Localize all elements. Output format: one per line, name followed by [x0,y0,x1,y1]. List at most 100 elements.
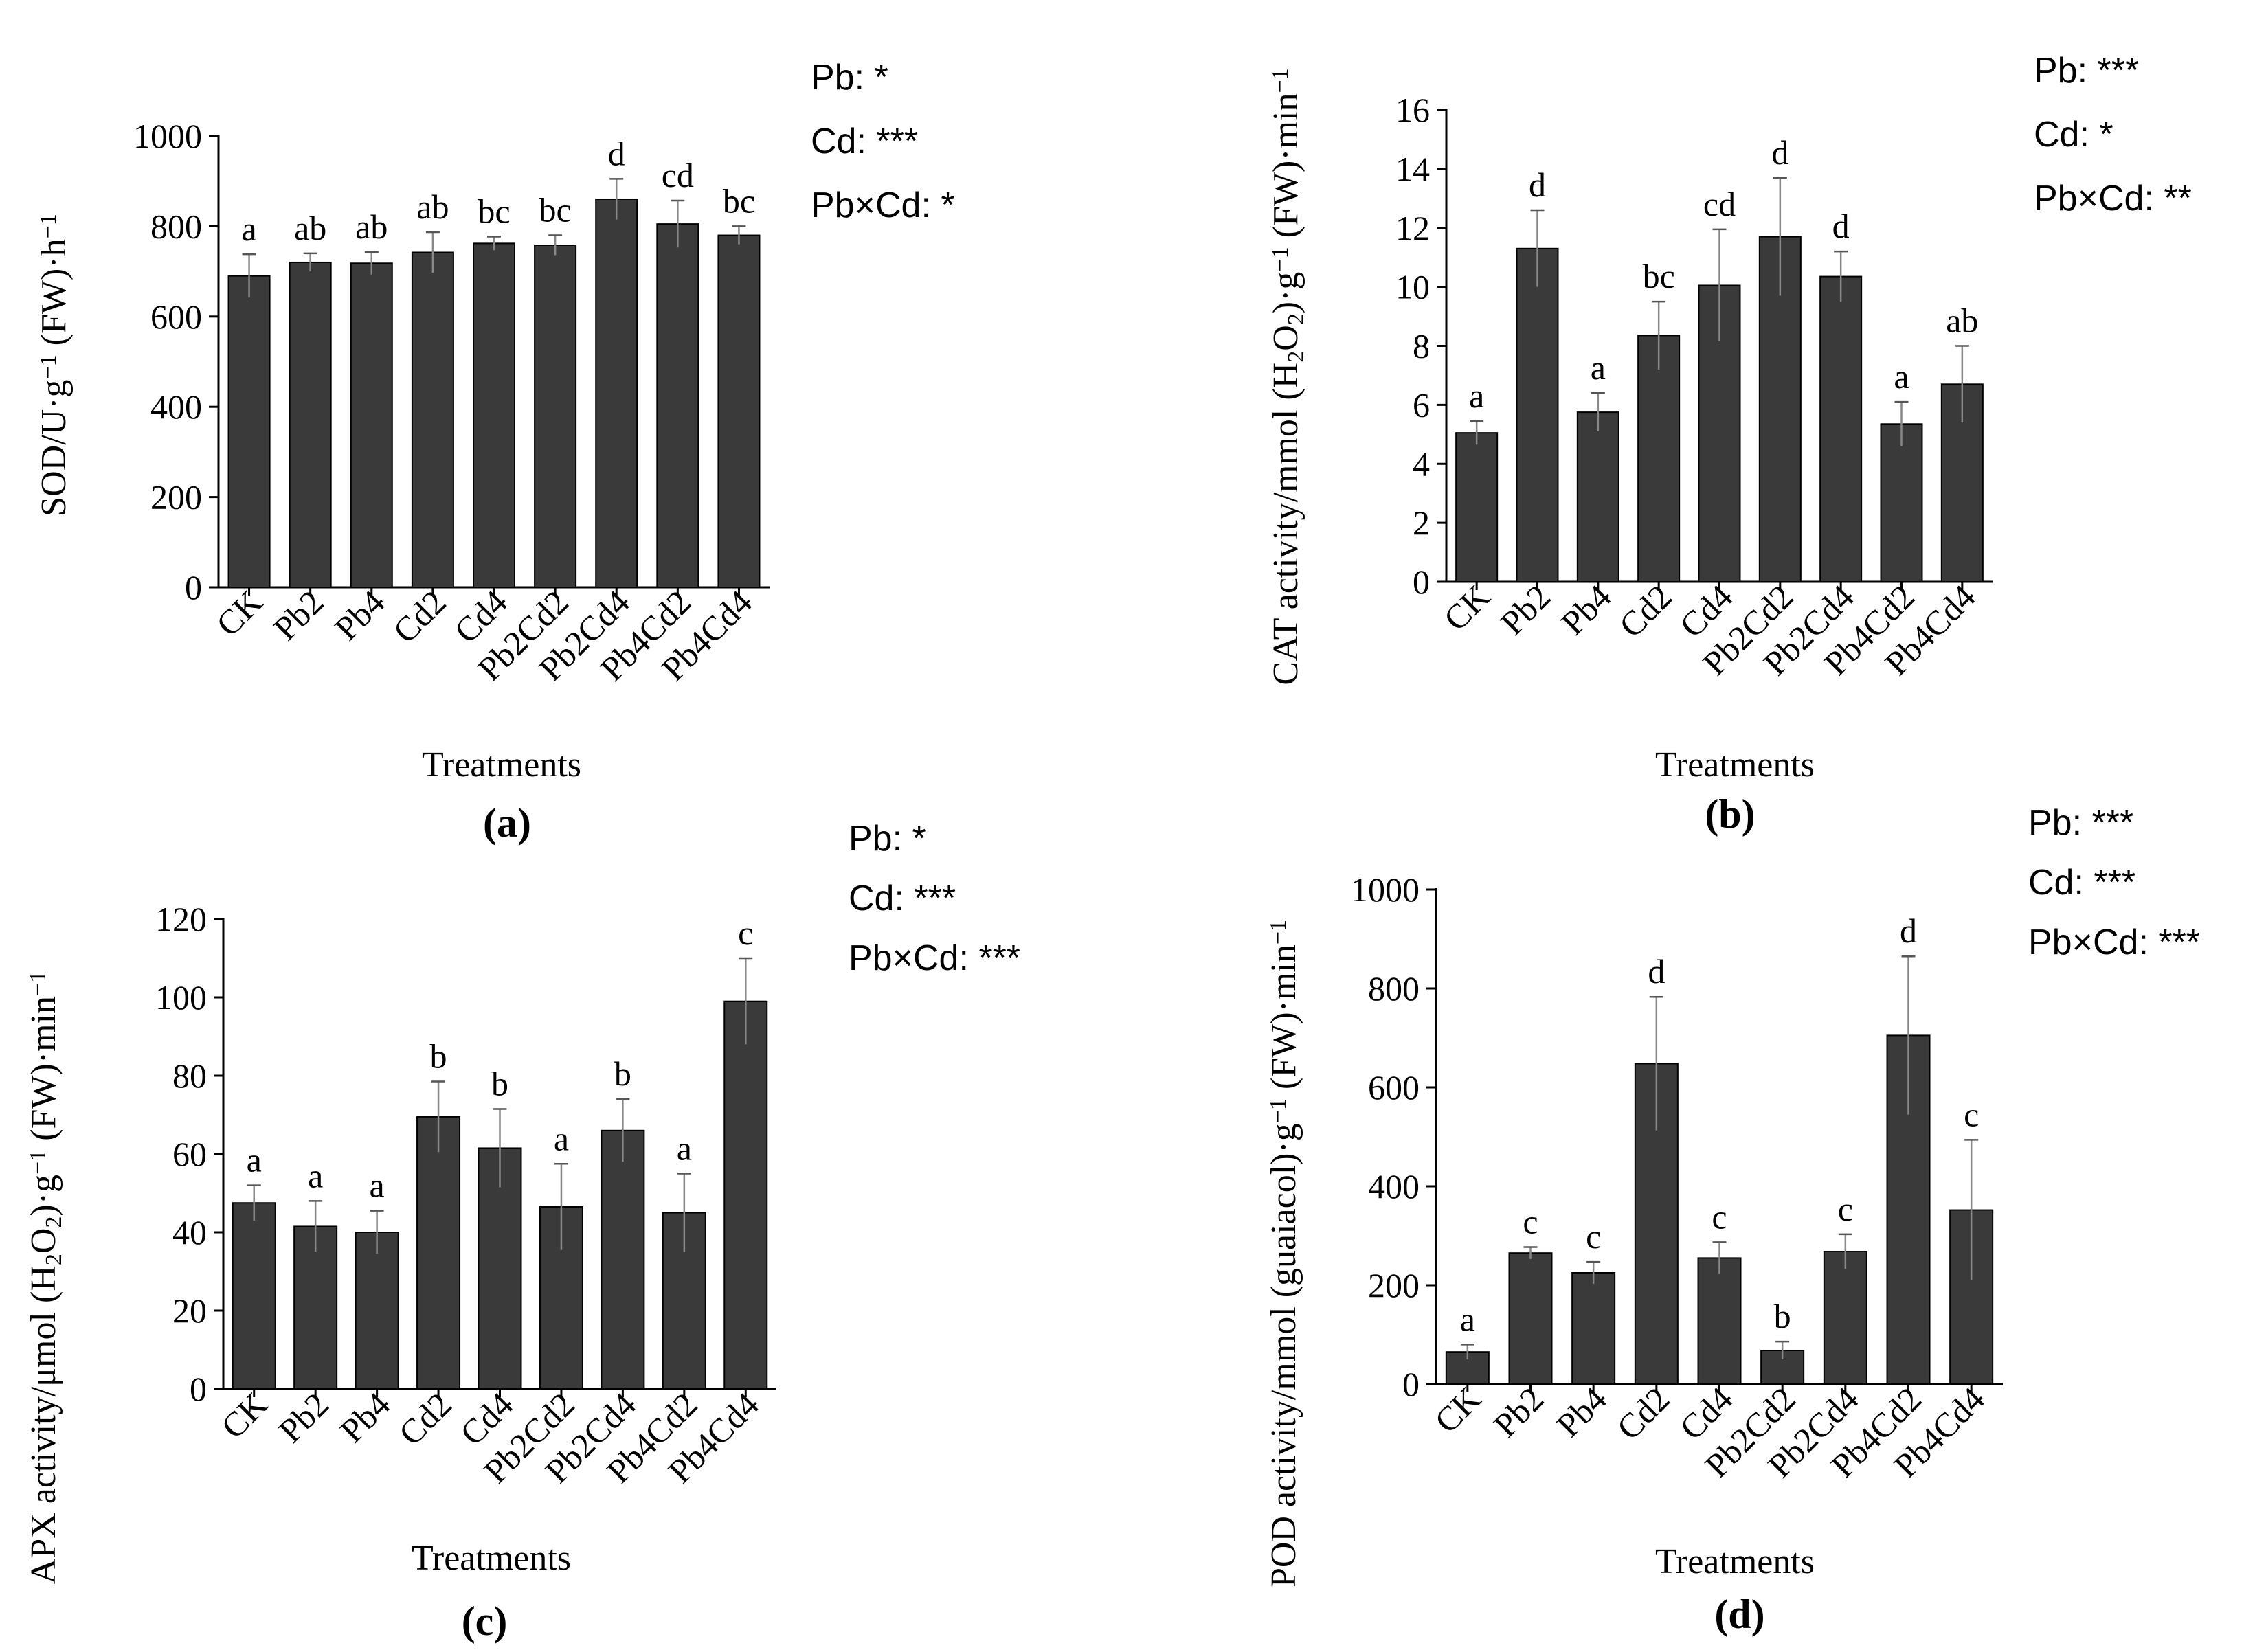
significance-letter: b [1774,1297,1791,1335]
x-category-label: Pb4 [333,1385,398,1450]
x-category-label: Cd2 [1609,1379,1677,1447]
y-tick-label: 14 [1395,150,1430,188]
significance-letter: a [308,1156,323,1195]
chart-d: 02004006008001000aCKcPb2cPb4dCd2cCd4bPb2… [1264,803,2200,1637]
y-tick-label: 100 [155,978,207,1017]
bar [350,262,393,588]
x-category-label: Cd2 [1611,577,1679,645]
bar [1571,1272,1616,1385]
significance-letter: b [430,1037,447,1076]
significance-letter: cd [662,156,694,194]
x-category-label: Pb4 [327,582,392,648]
y-axis-title-part: 2 [41,1254,67,1265]
x-category-label: Pb2 [1493,577,1558,642]
y-tick-label: 0 [1413,563,1430,601]
panel-label: (c) [462,1598,508,1644]
x-category-label: CK [209,582,270,644]
y-axis-title-part: O [24,1228,63,1254]
chart-b: 0246810121416aCKdPb2aPb4bcCd2cdCd4dPb2Cd… [1266,51,2192,837]
bar [1508,1252,1553,1385]
y-axis-title-part: 2 [41,1217,67,1228]
bar [473,242,515,588]
y-axis-title-part: 2 [1283,351,1309,363]
y-axis-title-part: (FW)·min [1264,944,1303,1098]
significance-letter: d [1771,133,1788,172]
bar [1697,1257,1742,1385]
y-tick-label: 400 [150,387,202,426]
x-category-label: Cd2 [385,582,453,650]
x-category-label: CK [214,1385,275,1446]
bar [232,1202,276,1390]
y-tick-label: 2 [1413,503,1430,542]
bar [723,1000,768,1390]
significance-letter: a [370,1166,385,1205]
significance-letter: a [1591,348,1606,387]
y-axis-title-part: (FW)·min [24,996,63,1150]
y-tick-label: 600 [1368,1068,1420,1107]
bar [411,251,454,588]
x-axis-title: Treatments [1655,745,1815,784]
y-tick-label: 800 [150,207,202,245]
y-axis-title-part: −1 [36,214,61,238]
significance-letter: c [1712,1197,1727,1236]
significance-letter: b [491,1064,508,1102]
y-tick-label: 1000 [133,117,202,155]
significance-letter: c [1523,1203,1538,1241]
significance-letter: a [1460,1300,1475,1338]
significance-letter: d [608,134,625,172]
y-tick-label: 12 [1395,209,1430,247]
x-category-label: Pb2 [266,582,331,648]
significance-letter: bc [1643,257,1675,295]
y-tick-label: 80 [172,1056,207,1095]
bar [416,1116,461,1390]
y-tick-label: 4 [1413,444,1430,483]
y-tick-label: 60 [172,1135,207,1173]
y-axis-title-part: )·g [24,1175,63,1217]
significance-letter: ab [1946,302,1978,340]
significance-letter: ab [294,209,326,247]
stat-annotation: Pb: * [849,819,926,859]
bar [355,1232,399,1390]
y-axis-title-part: O [1266,325,1305,351]
significance-letter: d [1648,952,1665,991]
y-axis-title-part: APX activity/μmol (H [24,1265,63,1584]
significance-letter: a [247,1141,262,1179]
stat-annotation: Pb×Cd: * [811,185,955,225]
bar [717,234,761,589]
y-tick-label: 6 [1413,385,1430,424]
y-axis-title-part: −1 [36,354,61,379]
significance-letter: d [1900,912,1917,950]
x-axis-title: Treatments [1655,1542,1815,1581]
y-axis-title-part: −1 [25,971,51,996]
significance-letter: a [554,1119,569,1157]
significance-letter: a [1469,376,1484,415]
significance-letter: c [1838,1190,1853,1228]
x-axis-title: Treatments [422,745,581,784]
bar [601,1129,645,1390]
bar [289,261,332,588]
y-tick-label: 8 [1413,327,1430,365]
significance-letter: bc [539,191,572,229]
stat-annotation: Pb×Cd: ** [2034,179,2192,218]
bar [595,198,638,589]
significance-letter: d [1832,207,1850,245]
panel-label: (a) [483,800,531,846]
y-axis-title: CAT activity/mmol (H2O2)·g−1 (FW)·min−1 [1266,68,1309,685]
significance-letter: ab [416,188,449,226]
y-axis-title-part: 2 [1283,313,1309,325]
significance-letter: c [1586,1217,1601,1256]
significance-letter: a [241,210,256,248]
x-category-label: Pb4 [1553,577,1619,642]
stat-annotation: Pb: *** [2034,51,2139,91]
x-category-label: CK [1436,577,1497,638]
bar [227,275,271,588]
significance-letter: bc [723,181,755,220]
y-axis-title-part: −1 [1266,1098,1291,1123]
bar [1455,432,1499,583]
bar [656,223,699,588]
stat-annotation: Cd: *** [811,122,918,161]
y-tick-label: 600 [150,297,202,336]
significance-letter: a [677,1129,692,1168]
x-category-label: CK [1427,1379,1488,1440]
stat-annotation: Cd: *** [2028,863,2135,903]
